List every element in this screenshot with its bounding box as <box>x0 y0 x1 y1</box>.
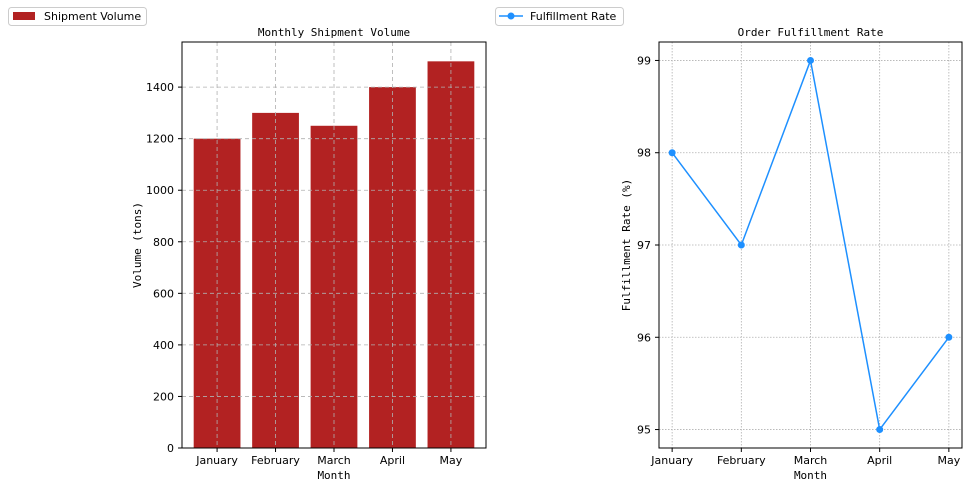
line-y-tick-label: 97 <box>637 239 651 252</box>
bar-y-tick-label: 400 <box>153 339 174 352</box>
bar-x-tick-label: May <box>440 454 463 467</box>
line-x-tick-label: February <box>717 454 766 467</box>
point-february <box>737 241 745 249</box>
line-x-tick-label: May <box>937 454 960 467</box>
line-x-tick-label: April <box>867 454 892 467</box>
line-y-tick-label: 98 <box>637 147 651 160</box>
bar-y-tick-label: 1400 <box>146 81 174 94</box>
line-chart-x-axis-label: Month <box>794 469 827 482</box>
point-may <box>945 333 953 341</box>
line-chart-title: Order Fulfillment Rate <box>738 26 884 39</box>
shipment-volume-chart: 0 200 400 600 800 1000 1200 1400 January Februar… <box>131 26 487 482</box>
bar-chart-x-axis-label: Month <box>317 469 350 482</box>
bar-x-tick-label: January <box>195 454 238 467</box>
bar-chart-grid-lines <box>182 42 486 448</box>
point-march <box>807 56 814 64</box>
line-y-tick-label: 99 <box>637 54 651 67</box>
bar-y-tick-label: 0 <box>167 442 174 455</box>
bar-y-tick-label: 600 <box>153 287 174 300</box>
line-chart-legend-label: Fulfillment Rate <box>530 10 617 23</box>
bar-x-tick-label: March <box>317 454 351 467</box>
bar-chart-title: Monthly Shipment Volume <box>258 26 410 39</box>
bar-chart-legend-frame <box>8 7 147 26</box>
line-chart-legend-frame <box>495 7 624 26</box>
line-y-tick-label: 96 <box>637 331 651 344</box>
bar-chart-legend: Shipment Volume <box>8 7 147 26</box>
bar-chart-x-ticks: January February March April May <box>195 448 463 467</box>
line-chart-legend: Fulfillment Rate <box>495 7 624 26</box>
bar-x-tick-label: April <box>380 454 405 467</box>
point-january <box>668 149 676 157</box>
bar-y-tick-label: 200 <box>153 390 174 403</box>
line-chart-points <box>668 56 953 434</box>
line-chart-y-axis-label: Fulfillment Rate (%) <box>620 179 633 311</box>
line-x-tick-label: January <box>650 454 693 467</box>
line-y-tick-label: 95 <box>637 424 651 437</box>
bar-chart-legend-swatch <box>13 12 35 20</box>
line-chart-y-ticks: 95 96 97 98 99 <box>637 54 659 437</box>
bar-y-tick-label: 800 <box>153 236 174 249</box>
bar-y-tick-label: 1200 <box>146 133 174 146</box>
line-x-tick-label: March <box>794 454 828 467</box>
line-chart-grid <box>659 42 962 448</box>
bar-chart-legend-label: Shipment Volume <box>44 10 141 23</box>
line-chart-legend-marker <box>507 12 515 20</box>
bar-y-tick-label: 1000 <box>146 184 174 197</box>
point-april <box>876 426 884 434</box>
bar-chart-y-axis-label: Volume (tons) <box>131 202 144 288</box>
line-chart-x-ticks: January February March April May <box>650 448 961 467</box>
bar-x-tick-label: February <box>251 454 300 467</box>
bar-chart-y-ticks: 0 200 400 600 800 1000 1200 1400 <box>146 81 182 455</box>
